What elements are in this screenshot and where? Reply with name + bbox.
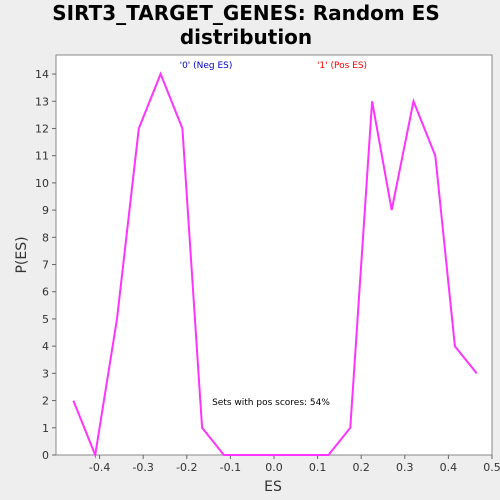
y-tick-label: 7 bbox=[42, 259, 49, 272]
y-axis-label: P(ES) bbox=[14, 236, 30, 273]
x-tick-label: 0.5 bbox=[483, 461, 500, 474]
y-tick-label: 1 bbox=[42, 422, 49, 435]
neg-es-label: '0' (Neg ES) bbox=[180, 61, 233, 71]
x-tick-label: 0.1 bbox=[309, 461, 327, 474]
x-tick-label: -0.2 bbox=[176, 461, 197, 474]
x-tick-label: -0.1 bbox=[220, 461, 241, 474]
y-tick-label: 4 bbox=[42, 340, 49, 353]
y-tick-label: 13 bbox=[35, 95, 49, 108]
chart-title-line2: distribution bbox=[180, 25, 312, 49]
plot-area bbox=[55, 54, 493, 456]
y-tick-label: 2 bbox=[42, 395, 49, 408]
x-tick-label: -0.3 bbox=[132, 461, 153, 474]
y-tick-label: 3 bbox=[42, 367, 49, 380]
x-tick-label: 0.0 bbox=[265, 461, 283, 474]
x-tick-label: -0.4 bbox=[89, 461, 110, 474]
pos-scores-annotation: Sets with pos scores: 54% bbox=[212, 398, 330, 408]
x-axis-label: ES bbox=[264, 479, 282, 495]
chart-title-line1: SIRT3_TARGET_GENES: Random ES bbox=[52, 1, 440, 25]
y-tick-label: 5 bbox=[42, 313, 49, 326]
x-tick-label: 0.3 bbox=[396, 461, 414, 474]
y-tick-label: 0 bbox=[42, 449, 49, 462]
x-axis: -0.4 -0.3 -0.2 -0.1 0.0 0.1 0.2 0.3 0.4 0.5 bbox=[89, 455, 500, 474]
series-line bbox=[72, 71, 478, 459]
y-tick-label: 14 bbox=[35, 68, 49, 81]
y-tick-label: 6 bbox=[42, 286, 49, 299]
y-tick-label: 12 bbox=[35, 122, 49, 135]
y-tick-label: 8 bbox=[42, 231, 49, 244]
y-tick-label: 11 bbox=[35, 150, 49, 163]
x-tick-label: 0.2 bbox=[352, 461, 370, 474]
y-tick-label: 10 bbox=[35, 177, 49, 190]
x-tick-label: 0.4 bbox=[440, 461, 458, 474]
pos-es-label: '1' (Pos ES) bbox=[317, 61, 367, 71]
y-tick-label: 9 bbox=[42, 204, 49, 217]
